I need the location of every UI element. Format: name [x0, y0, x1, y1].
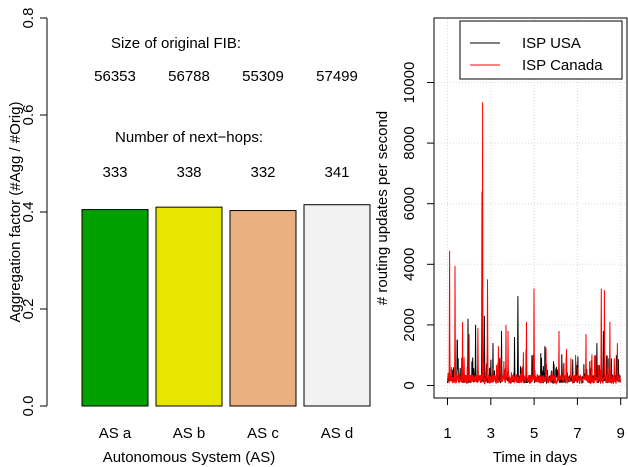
x-tick-label: AS b — [173, 425, 206, 442]
bar-as-d — [303, 204, 371, 407]
x-tick-label: AS a — [99, 425, 132, 442]
next-hops-value: 332 — [250, 164, 275, 181]
y-tick-label: 0 — [401, 381, 418, 389]
y-axis-label: # routing updates per second — [374, 111, 391, 305]
x-tick-label: 7 — [573, 425, 581, 442]
fib-size-value: 56353 — [94, 68, 136, 85]
bar-as-c — [229, 210, 297, 407]
y-tick-label: 4000 — [401, 248, 418, 281]
legend: ISP USA ISP Canada — [459, 20, 623, 80]
fib-size-title: Size of original FIB: — [111, 35, 241, 52]
bar-as-a — [81, 209, 149, 407]
fib-size-value: 55309 — [242, 68, 284, 85]
x-tick-label: AS c — [247, 425, 279, 442]
legend-label: ISP Canada — [522, 57, 603, 74]
legend-box — [459, 20, 623, 80]
fib-size-value: 56788 — [168, 68, 210, 85]
x-tick-label: AS d — [321, 425, 354, 442]
y-tick-label: 0.8 — [20, 8, 37, 29]
y-tick-label: 0.6 — [20, 105, 37, 126]
y-tick-label: 0.2 — [20, 299, 37, 320]
fib-size-value: 57499 — [316, 68, 358, 85]
y-tick-label: 2000 — [401, 308, 418, 341]
y-tick-label: 8000 — [401, 126, 418, 159]
x-tick-label: 9 — [617, 425, 625, 442]
y-tick-label: 6000 — [401, 187, 418, 220]
routing-updates-line-chart: 0 2000 4000 6000 8000 10000 # routing updates … — [374, 17, 628, 466]
next-hops-value: 333 — [102, 164, 127, 181]
aggregation-bar-chart: Aggregation factor (#Agg / #Orig) 0.0 0.2 0… — [7, 8, 371, 466]
series-line-isp-canada — [447, 102, 621, 386]
y-tick-label: 0.4 — [20, 202, 37, 223]
x-axis-label: Autonomous System (AS) — [103, 449, 276, 466]
x-tick-label: 3 — [487, 425, 495, 442]
bar-as-b — [155, 206, 223, 407]
next-hops-value: 338 — [176, 164, 201, 181]
y-tick-label: 10000 — [401, 62, 418, 104]
next-hops-title: Number of next−hops: — [115, 129, 263, 146]
legend-label: ISP USA — [522, 35, 581, 52]
next-hops-value: 341 — [324, 164, 349, 181]
x-axis-label: Time in days — [493, 449, 577, 466]
x-tick-label: 1 — [443, 425, 451, 442]
y-axis-label: Aggregation factor (#Agg / #Orig) — [7, 102, 24, 323]
y-tick-label: 0.0 — [20, 396, 37, 417]
x-tick-label: 5 — [530, 425, 538, 442]
